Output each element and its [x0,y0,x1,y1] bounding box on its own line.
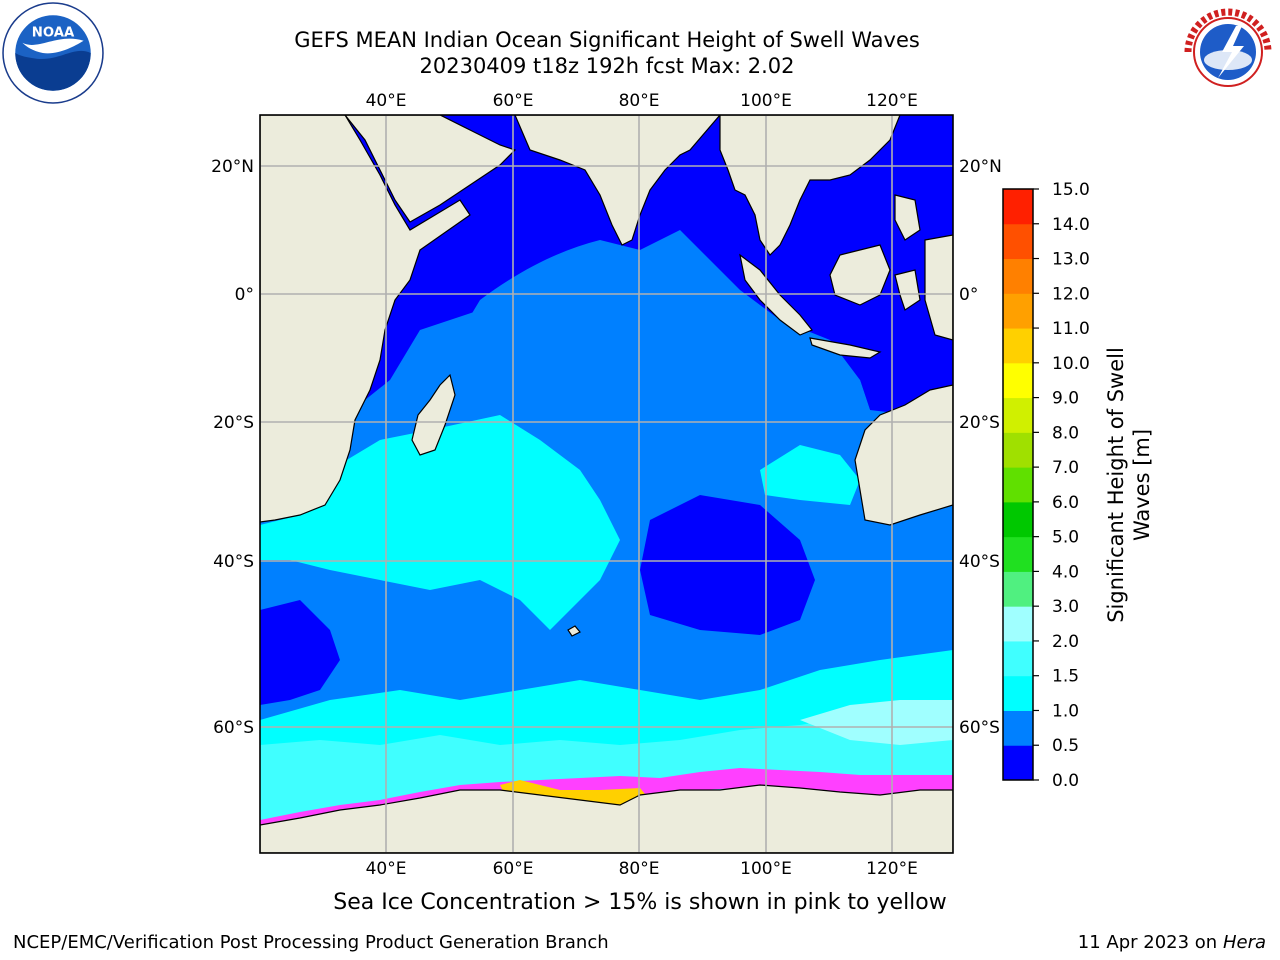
footer-date-text: 11 Apr 2023 on [1077,932,1223,953]
lat-tick-left-0: 20°N [211,157,254,177]
lat-tick-right-4: 60°S [959,718,1000,738]
colorbar-bin-15 [1003,223,1033,260]
lon-tick-bottom-3: 100°E [740,859,792,879]
land [260,115,953,853]
land-australia [854,384,953,526]
land-madagascar [411,373,456,456]
map-frame [259,114,954,854]
land-new-guinea [924,234,953,341]
land-southeast-asia [719,115,901,256]
footer-host: Hera [1222,932,1266,953]
colorbar [1003,189,1033,781]
colorbar-bin-16 [1003,189,1033,225]
lon-tick-bottom-0: 40°E [366,859,407,879]
land-philippines [894,194,921,241]
colorbar-bin-4 [1003,606,1033,642]
colorbar-bin-3 [1003,640,1033,677]
colorbar-tick-label-9: 7.0 [1052,458,1079,478]
lat-tick-right-0: 20°N [959,157,1002,177]
nws-logo [1180,4,1276,100]
lon-tick-top-2: 80°E [619,91,660,111]
lat-tick-labels: 20°N 0° 20°S 40°S 60°S 20°N 0° 20°S 40°S… [211,157,1002,738]
sea-ice-pink-rim [260,768,953,830]
svg-text:NOAA: NOAA [32,26,75,41]
lon-tick-bottom-4: 120°E [866,859,918,879]
colorbar-tick-label-17: 15.0 [1052,180,1090,200]
colorbar-tick-label-8: 6.0 [1052,493,1079,513]
noaa-logo: NOAA [2,2,104,104]
swell-pale-cyan-patch [800,700,953,745]
lon-tick-top-1: 60°E [493,91,534,111]
colorbar-tick-label-7: 5.0 [1052,528,1079,548]
lon-tick-top-3: 100°E [740,91,792,111]
lon-tick-top-4: 120°E [866,91,918,111]
colorbar-bin-13 [1003,293,1033,329]
colorbar-tick-label-11: 9.0 [1052,389,1079,409]
low-swell-west-patch [260,600,340,705]
map-gridlines [260,115,953,853]
map-subtitle: 20230409 t18z 192h fcst Max: 2.02 [419,54,795,78]
colorbar-bin-12 [1003,328,1033,364]
colorbar-bin-8 [1003,467,1033,503]
lat-tick-left-2: 20°S [213,413,254,433]
land-kerguelen [567,625,581,637]
colorbar-bin-10 [1003,397,1033,433]
mid-ocean-band [450,230,870,420]
lon-tick-bottom-2: 80°E [619,859,660,879]
footer-date: 11 Apr 2023 on Hera [1078,932,1266,953]
colorbar-tick-label-0: 0.0 [1052,771,1079,791]
colorbar-tick-label-15: 13.0 [1052,250,1090,270]
colorbar-tick-label-1: 0.5 [1052,736,1079,756]
colorbar-bin-9 [1003,432,1033,468]
colorbar-tick-label-13: 11.0 [1052,319,1090,339]
colorbar-ticks: 0.0 0.5 1.0 1.5 2.0 3.0 4.0 5.0 6.0 7.0 8.0 9.0 10.0… [1033,180,1090,791]
colorbar-frame [1002,188,1034,781]
colorbar-tick-label-6: 4.0 [1052,562,1079,582]
colorbar-bin-1 [1003,710,1033,746]
land-sumatra [739,253,813,336]
lat-tick-right-2: 20°S [959,413,1000,433]
colorbar-tick-label-12: 10.0 [1052,354,1090,374]
colorbar-bin-7 [1003,501,1033,538]
footer-branch: NCEP/EMC/Verification Post Processing Pr… [13,932,609,953]
lat-tick-left-3: 40°S [213,552,254,572]
land-sulawesi [894,269,921,311]
colorbar-tick-label-4: 2.0 [1052,632,1079,652]
lat-tick-right-3: 40°S [959,552,1000,572]
swell-cyan-east [760,445,860,505]
lat-tick-right-1: 0° [959,285,978,305]
colorbar-tick-label-16: 14.0 [1052,215,1090,235]
lon-tick-bottom-1: 60°E [493,859,534,879]
map-plot-area [260,115,953,853]
colorbar-bin-0 [1003,745,1033,781]
lon-tick-labels: 40°E 60°E 80°E 100°E 120°E 40°E 60°E 80°… [366,91,918,879]
colorbar-tick-label-5: 3.0 [1052,597,1079,617]
colorbar-tick-label-14: 12.0 [1052,284,1090,304]
land-arabia [344,115,517,223]
land-india [514,115,721,246]
colorbar-bin-2 [1003,675,1033,711]
colorbar-label-line1: Significant Height of Swell [1104,347,1128,623]
colorbar-label: Significant Height of Swell Waves [m] [1104,347,1154,623]
low-swell-south-patch [640,495,815,635]
colorbar-tick-label-10: 8.0 [1052,423,1079,443]
colorbar-bin-5 [1003,571,1033,607]
colorbar-bin-11 [1003,362,1033,399]
land-borneo [829,244,891,306]
lon-tick-top-0: 40°E [366,91,407,111]
map-title: GEFS MEAN Indian Ocean Significant Heigh… [294,28,920,52]
land-africa [260,115,471,523]
sea-ice-note: Sea Ice Concentration > 15% is shown in … [333,890,947,915]
colorbar-bin-6 [1003,536,1033,572]
lat-tick-left-4: 60°S [213,718,254,738]
colorbar-label-line2: Waves [m] [1130,429,1154,541]
land-antarctica [260,784,953,853]
colorbar-tick-label-2: 1.0 [1052,701,1079,721]
swell-cyan-west [260,415,620,630]
lat-tick-left-1: 0° [235,285,254,305]
colorbar-tick-label-3: 1.5 [1052,667,1079,687]
land-java [809,337,882,359]
colorbar-bin-14 [1003,258,1033,294]
